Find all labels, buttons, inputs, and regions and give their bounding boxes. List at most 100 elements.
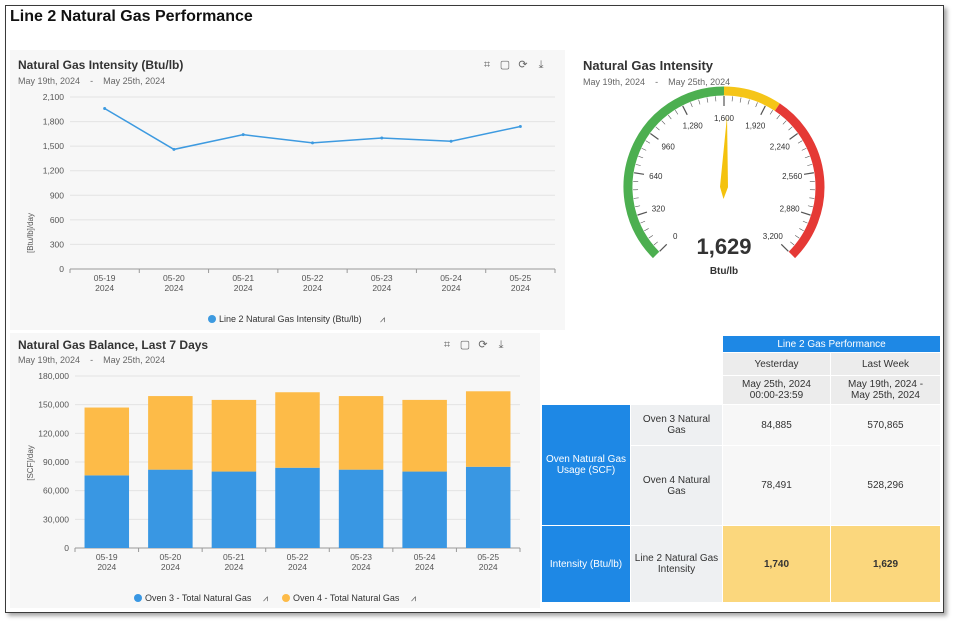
- download-icon[interactable]: ⤓: [538, 59, 544, 71]
- last-week-range: May 19th, 2024 - May 25th, 2024: [829, 375, 942, 405]
- last-week-range-start: May 19th, 2024 -: [847, 379, 924, 390]
- gauge-band: [774, 103, 825, 259]
- y-tick-label: 150,000: [38, 400, 69, 410]
- x-tick-label: 05-21: [223, 552, 245, 562]
- y-tick-label: 60,000: [43, 486, 69, 496]
- series-line-icon[interactable]: ⩘: [411, 593, 416, 603]
- bar-segment-oven4: [465, 391, 511, 467]
- table-corner: [541, 335, 723, 405]
- bar-segment-oven3: [211, 471, 257, 548]
- row-label-oven4: Oven 4 Natural Gas: [630, 445, 723, 526]
- gauge-tick: [682, 105, 688, 116]
- gauge-tick-label: 320: [652, 204, 666, 213]
- yesterday-range-time: 00:00-23:59: [749, 390, 804, 401]
- gauge-tick: [674, 110, 679, 115]
- gauge-tick: [634, 172, 645, 175]
- row-label-intensity: Line 2 Natural Gas Intensity: [630, 525, 723, 603]
- gauge-needle: [720, 116, 728, 199]
- gauge-tick-label: 640: [649, 172, 663, 181]
- gauge-tick: [638, 155, 644, 159]
- bar-chart-toolbar: ⌗ ▢ ⟳ ⤓: [438, 338, 510, 352]
- refresh-icon[interactable]: ⟳: [518, 59, 528, 71]
- yesterday-range: May 25th, 2024 00:00-23:59: [722, 375, 831, 405]
- data-point: [449, 139, 453, 143]
- gauge-tick: [739, 97, 742, 103]
- date-to: May 25th, 2024: [103, 76, 166, 86]
- gauge-tick: [650, 133, 659, 140]
- x-tick-label: 05-22: [302, 273, 324, 283]
- refresh-icon[interactable]: ⟳: [478, 339, 488, 351]
- oven3-last-week-value: 570,865: [829, 404, 942, 446]
- legend-label-oven3[interactable]: Oven 3 - Total Natural Gas: [145, 593, 252, 603]
- gauge-tick-label: 0: [673, 232, 678, 241]
- gauge-tick: [648, 235, 654, 239]
- yesterday-range-date: May 25th, 2024: [742, 379, 811, 390]
- x-tick-year: 2024: [164, 283, 183, 293]
- gauge-tick: [807, 205, 813, 208]
- crop-icon[interactable]: ⌗: [443, 339, 451, 351]
- gauge-tick: [807, 164, 813, 166]
- series-line-icon[interactable]: ⩘: [380, 314, 385, 324]
- gauge-tick-label: 3,200: [763, 232, 784, 241]
- gauge-value: 1,629: [696, 234, 751, 259]
- line-chart-toolbar: ⌗ ▢ ⟳ ⤓: [478, 58, 550, 72]
- reset-zoom-icon[interactable]: ▢: [499, 59, 511, 71]
- gauge-tick: [800, 211, 811, 216]
- reset-zoom-icon[interactable]: ▢: [459, 339, 471, 351]
- gauge-tick-label: 2,560: [782, 172, 803, 181]
- gauge-tick-label: 1,600: [714, 114, 735, 123]
- gauge-band: [623, 86, 725, 259]
- x-tick-label: 05-20: [163, 273, 185, 283]
- data-point: [103, 106, 107, 110]
- legend-label-oven4[interactable]: Oven 4 - Total Natural Gas: [293, 593, 400, 603]
- gauge-tick: [667, 114, 672, 120]
- x-tick-year: 2024: [372, 283, 391, 293]
- data-point: [172, 147, 176, 151]
- bar-segment-oven3: [148, 469, 193, 548]
- bar-segment-oven3: [402, 471, 447, 548]
- line-chart-legend[interactable]: Line 2 Natural Gas Intensity (Btu/lb) ⩘: [208, 314, 385, 324]
- download-icon[interactable]: ⤓: [498, 339, 504, 351]
- crop-icon[interactable]: ⌗: [483, 59, 491, 71]
- line-chart-legend-label[interactable]: Line 2 Natural Gas Intensity (Btu/lb): [219, 314, 362, 324]
- row-label-oven3: Oven 3 Natural Gas: [630, 404, 723, 446]
- table-title: Line 2 Gas Performance: [721, 335, 942, 353]
- gauge-tick: [769, 110, 774, 115]
- gauge-tick: [641, 147, 647, 151]
- y-tick-label: 300: [50, 239, 64, 249]
- intensity-last-week-value: 1,629: [829, 525, 942, 603]
- data-point: [311, 141, 314, 145]
- x-tick-year: 2024: [234, 283, 253, 293]
- y-tick-label: 1,800: [43, 117, 65, 127]
- y-tick-label: 900: [50, 190, 64, 200]
- gauge-band: [723, 86, 780, 111]
- performance-table: Line 2 Gas Performance Yesterday Last We…: [541, 335, 942, 603]
- gauge-tick: [653, 241, 658, 246]
- gauge-tick: [776, 114, 781, 120]
- bar-chart-legend[interactable]: Oven 3 - Total Natural Gas ⩘ Oven 4 - To…: [134, 593, 416, 603]
- gauge-tick: [644, 228, 649, 232]
- data-point: [241, 133, 245, 137]
- category-usage: Oven Natural Gas Usage (SCF): [541, 404, 631, 526]
- gauge-tick: [747, 99, 750, 105]
- x-tick-label: 05-19: [96, 552, 118, 562]
- gauge-tick: [799, 228, 804, 232]
- series-line-icon[interactable]: ⩘: [263, 593, 268, 603]
- x-tick-year: 2024: [288, 562, 307, 572]
- bar-segment-oven4: [338, 396, 384, 470]
- data-point: [518, 124, 522, 128]
- oven3-yesterday-value: 84,885: [722, 404, 831, 446]
- gauge-tick-label: 1,280: [683, 122, 704, 131]
- x-tick-label: 05-24: [440, 273, 462, 283]
- x-tick-label: 05-22: [287, 552, 309, 562]
- bar-chart-date-range: May 19th, 2024 - May 25th, 2024: [18, 355, 165, 365]
- x-tick-year: 2024: [303, 283, 322, 293]
- gauge-tick: [804, 155, 810, 159]
- x-tick-label: 05-23: [371, 273, 393, 283]
- gauge-tick: [789, 133, 798, 140]
- data-point: [380, 136, 384, 140]
- y-tick-label: 600: [50, 215, 64, 225]
- y-tick-label: 2,100: [43, 92, 65, 102]
- date-separator: -: [655, 77, 659, 87]
- y-tick-label: 30,000: [43, 514, 69, 524]
